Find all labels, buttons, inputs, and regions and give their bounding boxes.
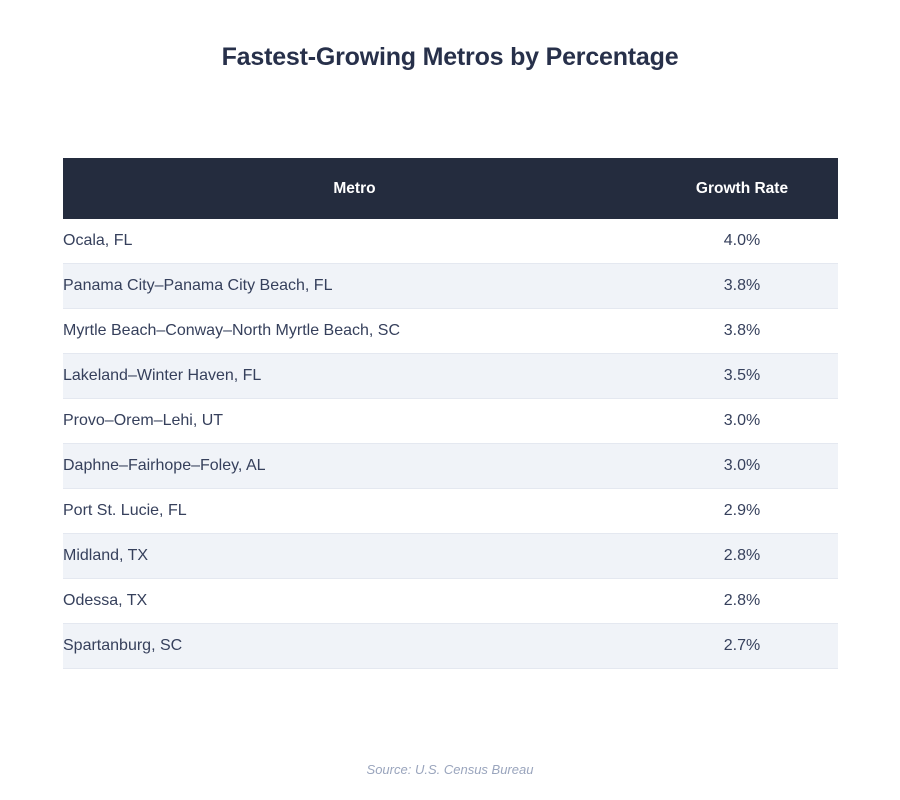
cell-growth-rate: 3.0% bbox=[646, 443, 838, 489]
cell-growth-rate: 4.0% bbox=[646, 219, 838, 264]
table-row: Ocala, FL 4.0% bbox=[63, 219, 838, 264]
source-note: Source: U.S. Census Bureau bbox=[366, 762, 534, 777]
table-row: Lakeland–Winter Haven, FL 3.5% bbox=[63, 353, 838, 399]
cell-growth-rate: 3.8% bbox=[646, 263, 838, 309]
cell-growth-rate: 2.8% bbox=[646, 578, 838, 624]
table-body: Ocala, FL 4.0% Panama City–Panama City Bea… bbox=[63, 219, 838, 669]
cell-metro: Panama City–Panama City Beach, FL bbox=[63, 263, 646, 309]
cell-metro: Provo–Orem–Lehi, UT bbox=[63, 398, 646, 444]
column-header-growth-rate: Growth Rate bbox=[646, 158, 838, 219]
table-row: Myrtle Beach–Conway–North Myrtle Beach, … bbox=[63, 308, 838, 354]
cell-metro: Midland, TX bbox=[63, 533, 646, 579]
cell-metro: Port St. Lucie, FL bbox=[63, 488, 646, 534]
metros-table-container: Metro Growth Rate Ocala, FL 4.0% Panama Ci… bbox=[63, 158, 838, 669]
cell-growth-rate: 2.7% bbox=[646, 623, 838, 669]
cell-metro: Lakeland–Winter Haven, FL bbox=[63, 353, 646, 399]
table-header: Metro Growth Rate bbox=[63, 158, 838, 219]
page-title: Fastest-Growing Metros by Percentage bbox=[221, 42, 679, 71]
cell-metro: Myrtle Beach–Conway–North Myrtle Beach, … bbox=[63, 308, 646, 354]
metros-table: Metro Growth Rate Ocala, FL 4.0% Panama Ci… bbox=[63, 158, 838, 669]
cell-metro: Ocala, FL bbox=[63, 219, 646, 264]
table-row: Port St. Lucie, FL 2.9% bbox=[63, 488, 838, 534]
cell-growth-rate: 3.0% bbox=[646, 398, 838, 444]
table-row: Odessa, TX 2.8% bbox=[63, 578, 838, 624]
cell-growth-rate: 3.5% bbox=[646, 353, 838, 399]
table-header-row: Metro Growth Rate bbox=[63, 158, 838, 219]
table-row: Spartanburg, SC 2.7% bbox=[63, 623, 838, 669]
cell-growth-rate: 2.9% bbox=[646, 488, 838, 534]
cell-metro: Daphne–Fairhope–Foley, AL bbox=[63, 443, 646, 489]
table-row: Daphne–Fairhope–Foley, AL 3.0% bbox=[63, 443, 838, 489]
table-row: Midland, TX 2.8% bbox=[63, 533, 838, 579]
cell-growth-rate: 2.8% bbox=[646, 533, 838, 579]
cell-growth-rate: 3.8% bbox=[646, 308, 838, 354]
cell-metro: Odessa, TX bbox=[63, 578, 646, 624]
table-row: Provo–Orem–Lehi, UT 3.0% bbox=[63, 398, 838, 444]
cell-metro: Spartanburg, SC bbox=[63, 623, 646, 669]
column-header-metro: Metro bbox=[63, 158, 646, 219]
table-row: Panama City–Panama City Beach, FL 3.8% bbox=[63, 263, 838, 309]
